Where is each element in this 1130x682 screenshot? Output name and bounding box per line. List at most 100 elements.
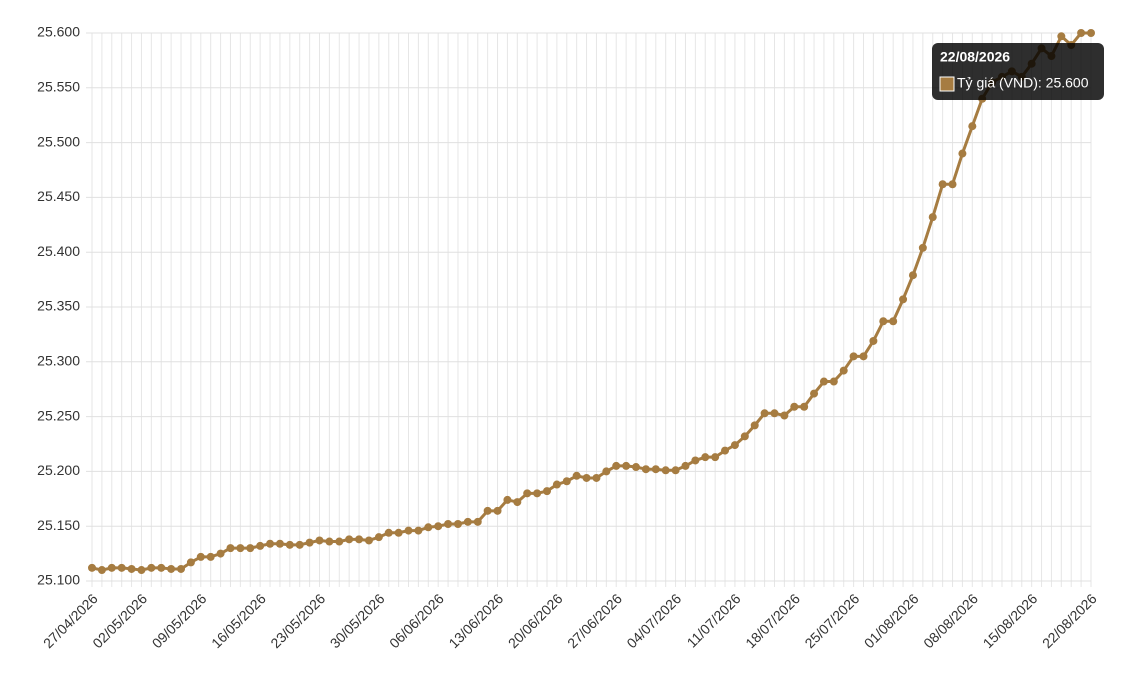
data-point xyxy=(275,539,284,548)
data-point xyxy=(582,473,591,482)
data-point xyxy=(374,533,383,542)
data-point xyxy=(780,411,789,420)
data-point xyxy=(810,389,819,398)
data-point xyxy=(1077,29,1086,37)
data-point xyxy=(1057,32,1066,41)
data-point xyxy=(127,564,136,573)
data-point xyxy=(97,566,106,575)
x-tick-label: 20/06/2026 xyxy=(505,590,566,651)
data-point xyxy=(394,528,403,537)
x-tick-label: 04/07/2026 xyxy=(623,590,684,651)
data-point xyxy=(701,453,710,462)
data-point xyxy=(552,480,561,489)
x-tick-label: 13/06/2026 xyxy=(445,590,506,651)
data-point xyxy=(325,537,334,546)
series-line xyxy=(91,31,1091,572)
data-point xyxy=(88,563,96,572)
data-point xyxy=(918,243,927,252)
tooltip-box xyxy=(932,43,1104,100)
y-tick-label: 25.250 xyxy=(37,407,80,423)
data-point xyxy=(819,377,828,386)
x-tick-label: 30/05/2026 xyxy=(327,590,388,651)
data-point xyxy=(859,352,868,361)
data-point xyxy=(770,409,779,418)
data-point xyxy=(829,377,838,386)
data-point xyxy=(730,441,739,450)
data-point xyxy=(266,539,275,548)
data-point xyxy=(196,552,205,561)
x-tick-label: 08/08/2026 xyxy=(920,590,981,651)
grid xyxy=(86,32,1092,587)
data-point xyxy=(1087,29,1095,37)
data-point xyxy=(908,271,917,280)
data-point xyxy=(315,536,324,545)
x-tick-label: 09/05/2026 xyxy=(149,590,210,651)
y-tick-label: 25.450 xyxy=(37,188,80,204)
data-point xyxy=(948,180,957,189)
data-point xyxy=(453,520,462,529)
data-point xyxy=(879,317,888,326)
data-point xyxy=(711,453,720,462)
data-point xyxy=(790,402,799,411)
data-point xyxy=(632,463,641,472)
data-point xyxy=(513,498,522,507)
data-point xyxy=(899,295,908,304)
data-point xyxy=(839,366,848,375)
data-point xyxy=(285,540,294,549)
data-point xyxy=(572,471,581,480)
data-point xyxy=(186,558,195,567)
data-point xyxy=(661,466,670,475)
data-point xyxy=(938,180,947,189)
x-tick-label: 02/05/2026 xyxy=(89,590,150,651)
data-point xyxy=(968,122,977,131)
data-point xyxy=(483,506,492,515)
data-point xyxy=(434,522,443,531)
data-point xyxy=(404,526,413,535)
data-point xyxy=(681,461,690,470)
tooltip-text: Tỷ giá (VND): 25.600 xyxy=(957,75,1089,91)
data-point xyxy=(721,446,730,455)
y-tick-label: 25.500 xyxy=(37,133,80,149)
data-point xyxy=(928,213,937,222)
data-point xyxy=(226,544,235,553)
data-point xyxy=(691,456,700,465)
data-point xyxy=(800,402,809,411)
data-point xyxy=(523,489,532,498)
data-point xyxy=(602,467,611,476)
y-tick-label: 25.550 xyxy=(37,79,80,95)
tooltip: 22/08/2026 Tỷ giá (VND): 25.600 xyxy=(932,43,1104,100)
data-point xyxy=(473,517,482,526)
y-tick-label: 25.150 xyxy=(37,517,80,533)
y-tick-label: 25.350 xyxy=(37,298,80,314)
data-point xyxy=(295,540,304,549)
data-point xyxy=(364,536,373,545)
data-point xyxy=(889,317,898,326)
x-tick-label: 11/07/2026 xyxy=(684,590,744,650)
data-point xyxy=(117,563,126,572)
data-point xyxy=(622,461,631,470)
x-tick-label: 06/06/2026 xyxy=(386,590,447,651)
data-point xyxy=(177,564,186,573)
x-tick-label: 27/06/2026 xyxy=(564,590,625,651)
x-tick-label: 16/05/2026 xyxy=(208,590,269,651)
x-tick-label: 01/08/2026 xyxy=(861,590,922,651)
data-point xyxy=(414,526,423,535)
data-point xyxy=(305,538,314,547)
data-point xyxy=(503,495,512,504)
y-tick-label: 25.400 xyxy=(37,243,80,259)
data-point xyxy=(137,566,146,575)
y-tick-label: 25.100 xyxy=(37,572,80,588)
data-point xyxy=(236,544,245,553)
data-point xyxy=(671,466,680,475)
data-point xyxy=(147,563,156,572)
data-point xyxy=(424,523,433,532)
data-point xyxy=(463,517,472,526)
data-point xyxy=(641,465,650,474)
x-tick-label: 15/08/2026 xyxy=(980,590,1041,651)
data-point xyxy=(493,506,502,515)
tooltip-swatch xyxy=(939,76,955,92)
data-point xyxy=(444,520,453,529)
data-point xyxy=(157,563,166,572)
data-point xyxy=(869,336,878,345)
